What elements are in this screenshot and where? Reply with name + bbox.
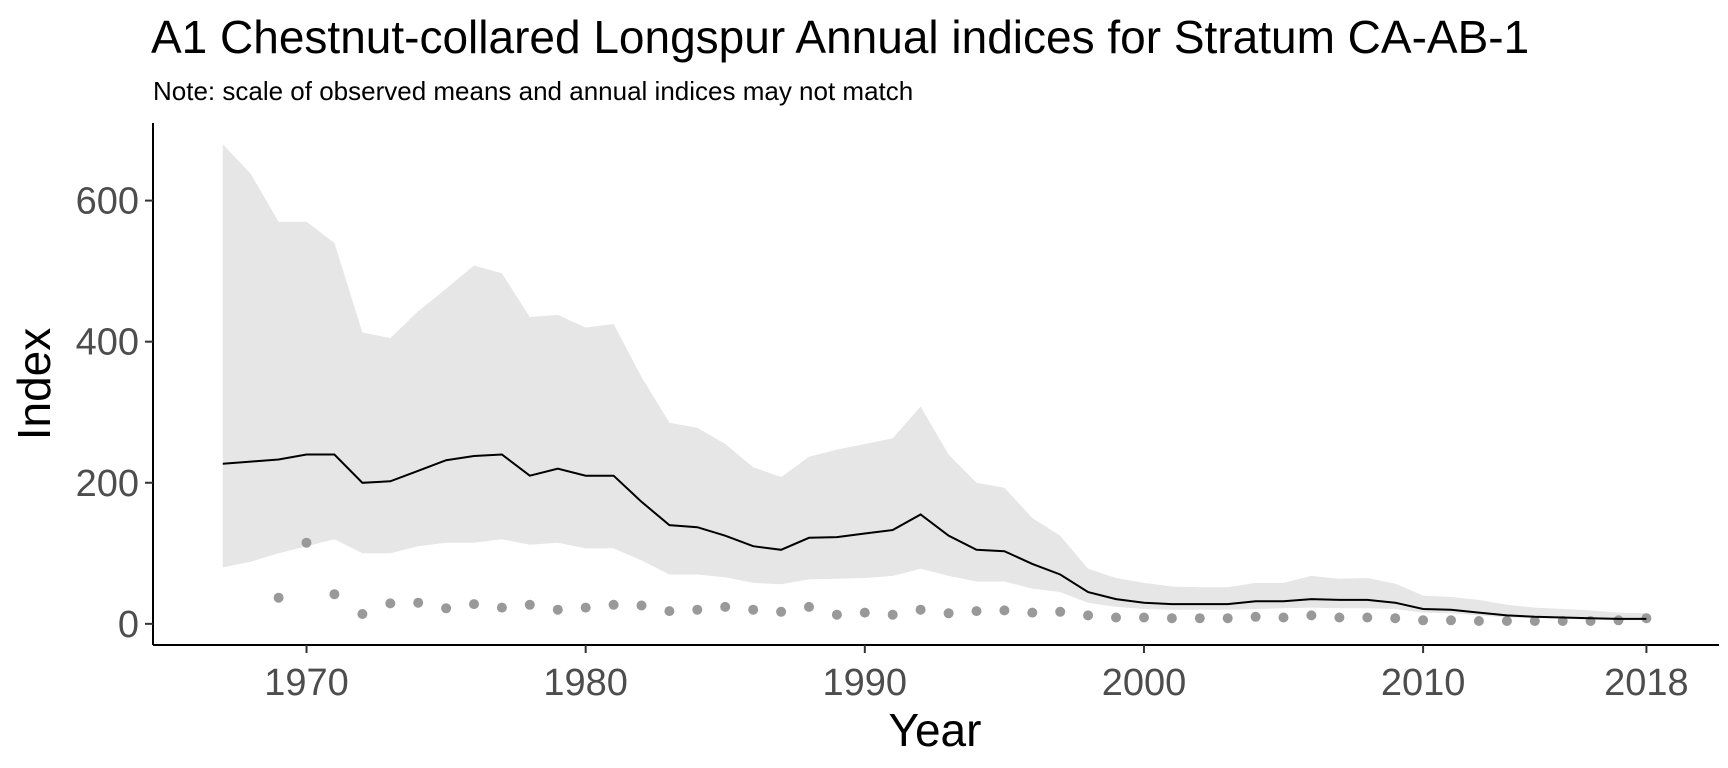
observed-point [1194, 613, 1205, 624]
observed-point [413, 597, 424, 608]
observed-point [1278, 612, 1289, 623]
x-tick-label: 2000 [1102, 662, 1187, 704]
observed-point [273, 592, 284, 603]
observed-point [943, 608, 954, 619]
observed-point [636, 600, 647, 611]
observed-point [1083, 610, 1094, 621]
observed-point [1222, 613, 1233, 624]
observed-point [496, 602, 507, 613]
observed-point [469, 599, 479, 610]
observed-point [385, 598, 396, 609]
observed-point [971, 606, 982, 617]
observed-point [608, 599, 619, 610]
observed-point [748, 604, 759, 615]
observed-points [273, 537, 1652, 626]
observed-point [524, 599, 535, 610]
chart-subtitle: Note: scale of observed means and annual… [153, 76, 913, 106]
observed-point [329, 589, 340, 600]
x-tick-label: 1990 [823, 662, 908, 704]
observed-point [804, 601, 814, 612]
x-axis-title: Year [889, 704, 982, 756]
observed-point [1139, 612, 1149, 623]
observed-point [1027, 607, 1038, 618]
confidence-band [222, 144, 1647, 621]
observed-point [1446, 615, 1456, 626]
observed-point [664, 606, 675, 617]
observed-point [1613, 615, 1624, 626]
observed-point [357, 609, 368, 619]
observed-point [1390, 613, 1401, 624]
observed-point [1529, 616, 1540, 626]
x-tick-label: 2010 [1381, 662, 1466, 704]
observed-point [580, 602, 591, 613]
observed-point [720, 601, 731, 612]
y-tick-label: 0 [118, 604, 139, 646]
chart-title: A1 Chestnut-collared Longspur Annual ind… [151, 11, 1529, 63]
observed-point [441, 603, 452, 614]
observed-point [1306, 610, 1317, 621]
x-axis-ticks: 1970 1980 1990 2000 2010 2018 [264, 645, 1689, 704]
observed-point [1473, 616, 1484, 626]
observed-point [552, 604, 563, 615]
y-axis-title: Index [8, 328, 60, 441]
index-line [222, 453, 1647, 620]
observed-point [1334, 612, 1345, 623]
observed-point [1418, 615, 1429, 626]
y-tick-label: 400 [76, 322, 139, 364]
observed-point [301, 537, 312, 548]
observed-point [776, 606, 787, 617]
observed-point [1111, 612, 1121, 623]
y-tick-label: 600 [76, 181, 139, 223]
observed-point [1250, 611, 1261, 622]
observed-point [831, 609, 842, 620]
observed-point [859, 607, 870, 618]
y-tick-label: 200 [76, 463, 139, 505]
observed-point [1501, 616, 1512, 626]
observed-point [692, 604, 703, 615]
observed-point [1166, 613, 1177, 624]
observed-point [887, 609, 898, 620]
observed-point [1362, 612, 1373, 623]
observed-point [1055, 606, 1066, 617]
observed-point [999, 605, 1010, 616]
x-tick-label: 1970 [264, 662, 349, 704]
y-axis-ticks: 0 200 400 600 [76, 181, 153, 646]
x-tick-label: 2018 [1604, 662, 1689, 704]
observed-point [915, 604, 926, 615]
x-tick-label: 1980 [543, 662, 628, 704]
